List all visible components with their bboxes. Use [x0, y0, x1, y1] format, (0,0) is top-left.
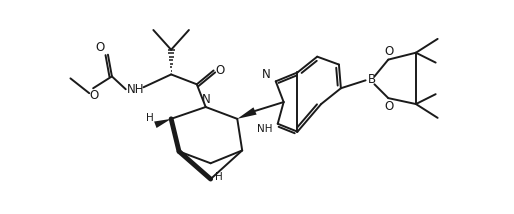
Text: N: N	[262, 68, 270, 81]
Text: O: O	[384, 100, 394, 113]
Text: B: B	[368, 73, 376, 86]
Polygon shape	[154, 119, 171, 128]
Text: O: O	[384, 45, 394, 58]
Text: O: O	[89, 89, 99, 102]
Polygon shape	[237, 107, 256, 119]
Text: N: N	[203, 93, 211, 106]
Text: NH: NH	[127, 83, 144, 96]
Text: O: O	[96, 41, 105, 54]
Text: O: O	[216, 64, 225, 77]
Text: H: H	[215, 172, 223, 182]
Text: NH: NH	[257, 124, 272, 134]
Text: H: H	[145, 113, 153, 123]
